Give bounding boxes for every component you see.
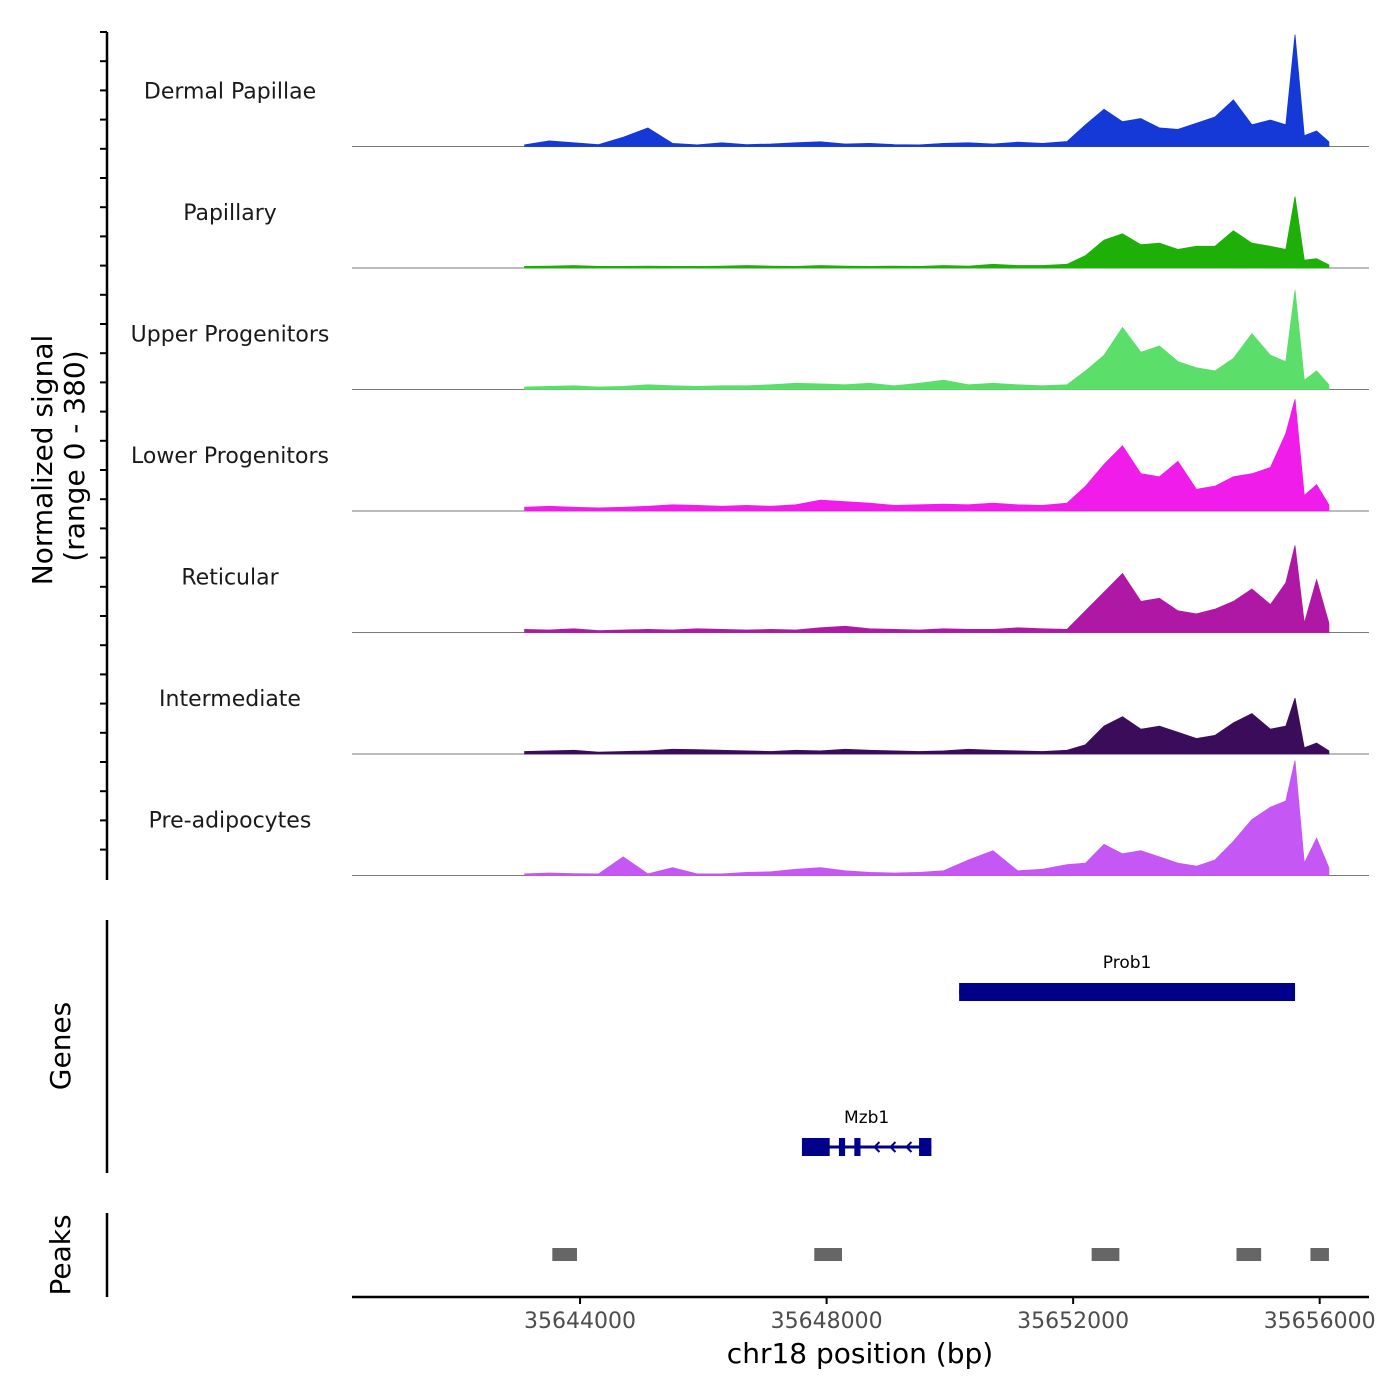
- gene-exon: [919, 1138, 932, 1156]
- genes-axis-title: Genes: [44, 1002, 77, 1090]
- peaks-track: [552, 1248, 1329, 1261]
- gene-exon: [838, 1138, 846, 1156]
- track-intermediate: Intermediate: [159, 687, 1369, 755]
- peak-region: [1310, 1248, 1329, 1261]
- gene-label: Prob1: [1103, 953, 1152, 973]
- gene-label: Mzb1: [844, 1108, 889, 1128]
- signal-area: [524, 399, 1330, 512]
- peak-region: [1236, 1248, 1262, 1261]
- strand-arrow-icon: [889, 1141, 897, 1153]
- x-tick-label: 35652000: [1017, 1309, 1129, 1334]
- signal-area: [524, 34, 1330, 147]
- strand-arrow-icon: [873, 1141, 881, 1153]
- x-tick-label: 35648000: [771, 1309, 883, 1334]
- track-label: Upper Progenitors: [131, 323, 330, 348]
- track-papillary: Papillary: [183, 196, 1369, 269]
- track-label: Reticular: [181, 566, 279, 591]
- strand-arrow-icon: [905, 1141, 913, 1153]
- track-upper-progenitors: Upper Progenitors: [131, 290, 1369, 390]
- signal-axis-title: Normalized signal (range 0 - 380): [26, 335, 91, 586]
- signal-area: [524, 196, 1330, 269]
- gene-exon: [959, 983, 1296, 1001]
- peaks-axis-title: Peaks: [44, 1214, 77, 1295]
- track-label: Dermal Papillae: [144, 80, 316, 105]
- signal-axis-range: (range 0 - 380): [58, 350, 91, 561]
- genes-track: Prob1 Mzb1: [801, 953, 1296, 1156]
- x-axis-ticks: 35644000 35648000 35652000 35656000: [524, 1297, 1376, 1334]
- gene-prob1: Prob1: [959, 953, 1296, 1001]
- track-label: Intermediate: [159, 687, 301, 712]
- x-tick-label: 35644000: [524, 1309, 636, 1334]
- signal-area: [524, 545, 1330, 633]
- peak-region: [814, 1248, 843, 1261]
- peak-region: [552, 1248, 577, 1261]
- gene-exon: [854, 1138, 861, 1156]
- signal-area: [524, 290, 1330, 390]
- x-axis-title: chr18 position (bp): [727, 1337, 993, 1370]
- track-pre-adipocytes: Pre-adipocytes: [149, 760, 1369, 876]
- signal-axis-label: Normalized signal: [26, 335, 59, 586]
- signal-area: [524, 697, 1330, 755]
- peak-region: [1091, 1248, 1120, 1261]
- track-label: Pre-adipocytes: [149, 809, 312, 834]
- signal-area: [524, 760, 1330, 876]
- signal-tracks: Dermal Papillae Papillary Upper Progenitor…: [131, 34, 1369, 876]
- track-dermal-papillae: Dermal Papillae: [144, 34, 1369, 147]
- gene-exon: [801, 1138, 830, 1156]
- signal-y-ticks: [100, 31, 107, 851]
- track-reticular: Reticular: [181, 545, 1369, 633]
- track-lower-progenitors: Lower Progenitors: [131, 399, 1369, 512]
- track-label: Lower Progenitors: [131, 444, 329, 469]
- gene-mzb1: Mzb1: [801, 1108, 932, 1156]
- track-label: Papillary: [183, 201, 277, 226]
- x-tick-label: 35656000: [1264, 1309, 1376, 1334]
